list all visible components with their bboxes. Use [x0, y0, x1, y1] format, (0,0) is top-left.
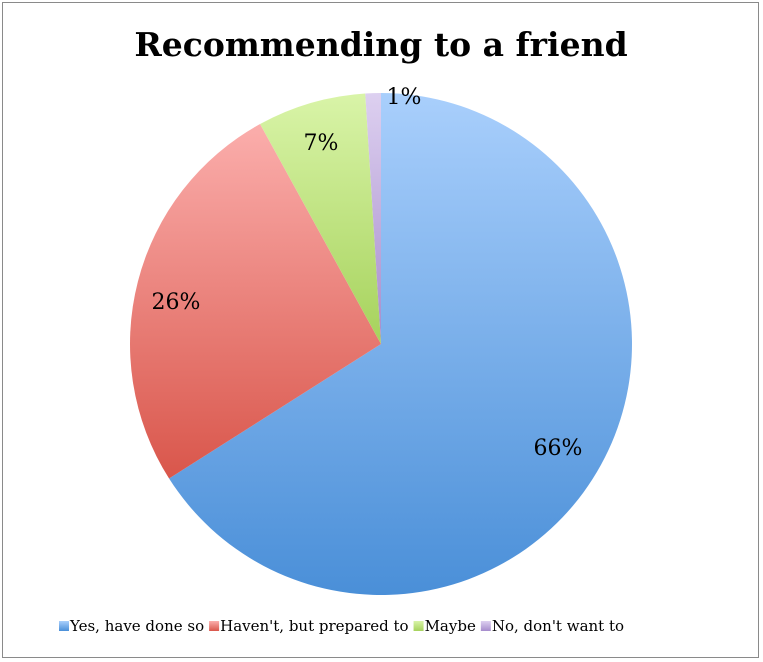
legend-swatch-yes-have-done-so	[59, 621, 69, 631]
legend-label-no-don-t-want-to: No, don't want to	[492, 617, 624, 635]
legend-label-haven-t-but-prepared-to: Haven't, but prepared to	[220, 617, 408, 635]
data-label-yes-have-done-so: 66%	[534, 436, 583, 461]
pie-slice-yes-have-done-so	[169, 93, 633, 595]
pie-slice-maybe	[260, 93, 381, 344]
legend-swatch-maybe	[413, 621, 424, 631]
legend-label-yes-have-done-so: Yes, have done so	[69, 617, 204, 635]
data-label-maybe: 7%	[304, 131, 339, 156]
pie-data-labels: 66% 26% 7% 1%	[152, 85, 583, 461]
legend-swatch-haven-t-but-prepared-to	[209, 621, 220, 631]
pie-slices	[130, 93, 633, 595]
legend-item-no-don-t-want-to: No, don't want to	[480, 617, 624, 635]
legend-swatch-no-don-t-want-to	[480, 621, 491, 631]
chart-title: Recommending to a friend	[134, 25, 627, 64]
pie-slice-no-don-t-want-to	[365, 93, 381, 344]
legend-item-maybe: Maybe	[413, 617, 476, 635]
legend-item-yes-have-done-so: Yes, have done so	[59, 617, 204, 635]
data-label-haven-t-but-prepared-to: 26%	[152, 290, 201, 315]
legend-label-maybe: Maybe	[425, 617, 476, 635]
pie-slice-haven-t-but-prepared-to	[130, 124, 381, 479]
data-label-no-don-t-want-to: 1%	[387, 85, 422, 110]
legend-item-haven-t-but-prepared-to: Haven't, but prepared to	[209, 617, 409, 635]
chart-legend: Yes, have done so Haven't, but prepared t…	[59, 617, 624, 635]
